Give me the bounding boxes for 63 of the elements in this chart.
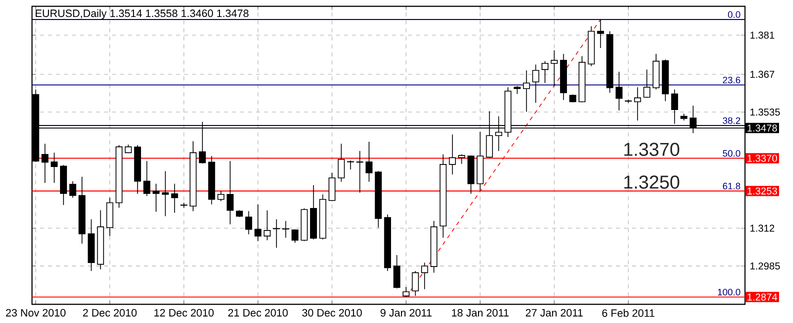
candlestick: [245, 210, 252, 235]
candlestick: [458, 154, 466, 164]
candlestick: [50, 152, 58, 184]
candlestick: [217, 190, 224, 202]
candlestick: [162, 170, 169, 217]
candlestick: [616, 71, 623, 111]
y-tick-label: 1.367: [750, 70, 774, 78]
annotation: 1.3250: [624, 176, 680, 189]
y-tick-label: 1.3535: [750, 108, 780, 116]
candlestick: [264, 210, 271, 241]
candlestick: [542, 60, 548, 84]
x-tick-label: 23 Nov 2010: [6, 309, 66, 317]
annotation: 61.8: [722, 182, 740, 190]
annotation: 0.0: [728, 11, 740, 18]
x-tick-label: 27 Jan 2011: [526, 309, 583, 317]
annotation: 1.3370: [624, 142, 680, 156]
x-tick-label: 18 Jan 2011: [452, 309, 509, 317]
candlestick: [412, 270, 419, 296]
ref-line-label: 1.3253: [748, 187, 777, 195]
candlestick: [143, 160, 150, 196]
candlestick: [180, 202, 188, 208]
candlestick: [393, 254, 400, 289]
candlestick: [366, 141, 373, 182]
candlestick: [421, 262, 428, 290]
annotation: 38.2: [722, 117, 740, 124]
candlestick: [338, 143, 345, 182]
candlestick: [671, 89, 678, 124]
candlestick: [226, 160, 234, 225]
candlestick: [597, 19, 604, 48]
y-tick-label: 1.381: [750, 32, 774, 39]
candlestick: [643, 69, 650, 98]
candlestick: [254, 204, 262, 242]
candlestick: [347, 160, 354, 170]
x-tick-label: 30 Dec 2010: [302, 309, 362, 317]
candlestick: [171, 183, 178, 214]
ref-line-label: 1.2874: [748, 294, 778, 301]
candlestick: [292, 228, 298, 244]
candlestick: [448, 134, 456, 175]
candlestick: [328, 172, 336, 202]
annotation: 50.0: [722, 150, 740, 157]
x-tick-label: 6 Feb 2011: [602, 309, 654, 317]
annotation: 100.0: [718, 288, 740, 296]
x-tick-label: 12 Dec 2010: [154, 309, 214, 317]
candlestick: [152, 183, 160, 212]
candlestick: [523, 70, 530, 112]
candlestick: [282, 220, 290, 238]
candlestick: [42, 143, 48, 184]
annotation: 23.6: [722, 76, 740, 84]
candlestick: [634, 86, 642, 121]
candlestick: [69, 180, 76, 198]
ref-line-label: 1.3478: [748, 124, 777, 132]
candlestick: [356, 150, 364, 194]
x-tick-label: 21 Dec 2010: [228, 309, 288, 317]
candlestick: [550, 50, 558, 86]
x-tick-label: 2 Dec 2010: [83, 309, 137, 317]
x-tick-label: 9 Jan 2011: [380, 309, 432, 317]
candlestick: [273, 218, 280, 248]
y-tick-label: 1.2985: [750, 262, 780, 270]
candlestick: [402, 286, 410, 298]
candlestick: [532, 64, 540, 104]
chart-title: EURUSD,Daily 1.3514 1.3558 1.3460 1.3478: [36, 9, 248, 20]
y-tick-label: 1.312: [750, 224, 774, 232]
ref-line-label: 1.3370: [748, 154, 778, 162]
